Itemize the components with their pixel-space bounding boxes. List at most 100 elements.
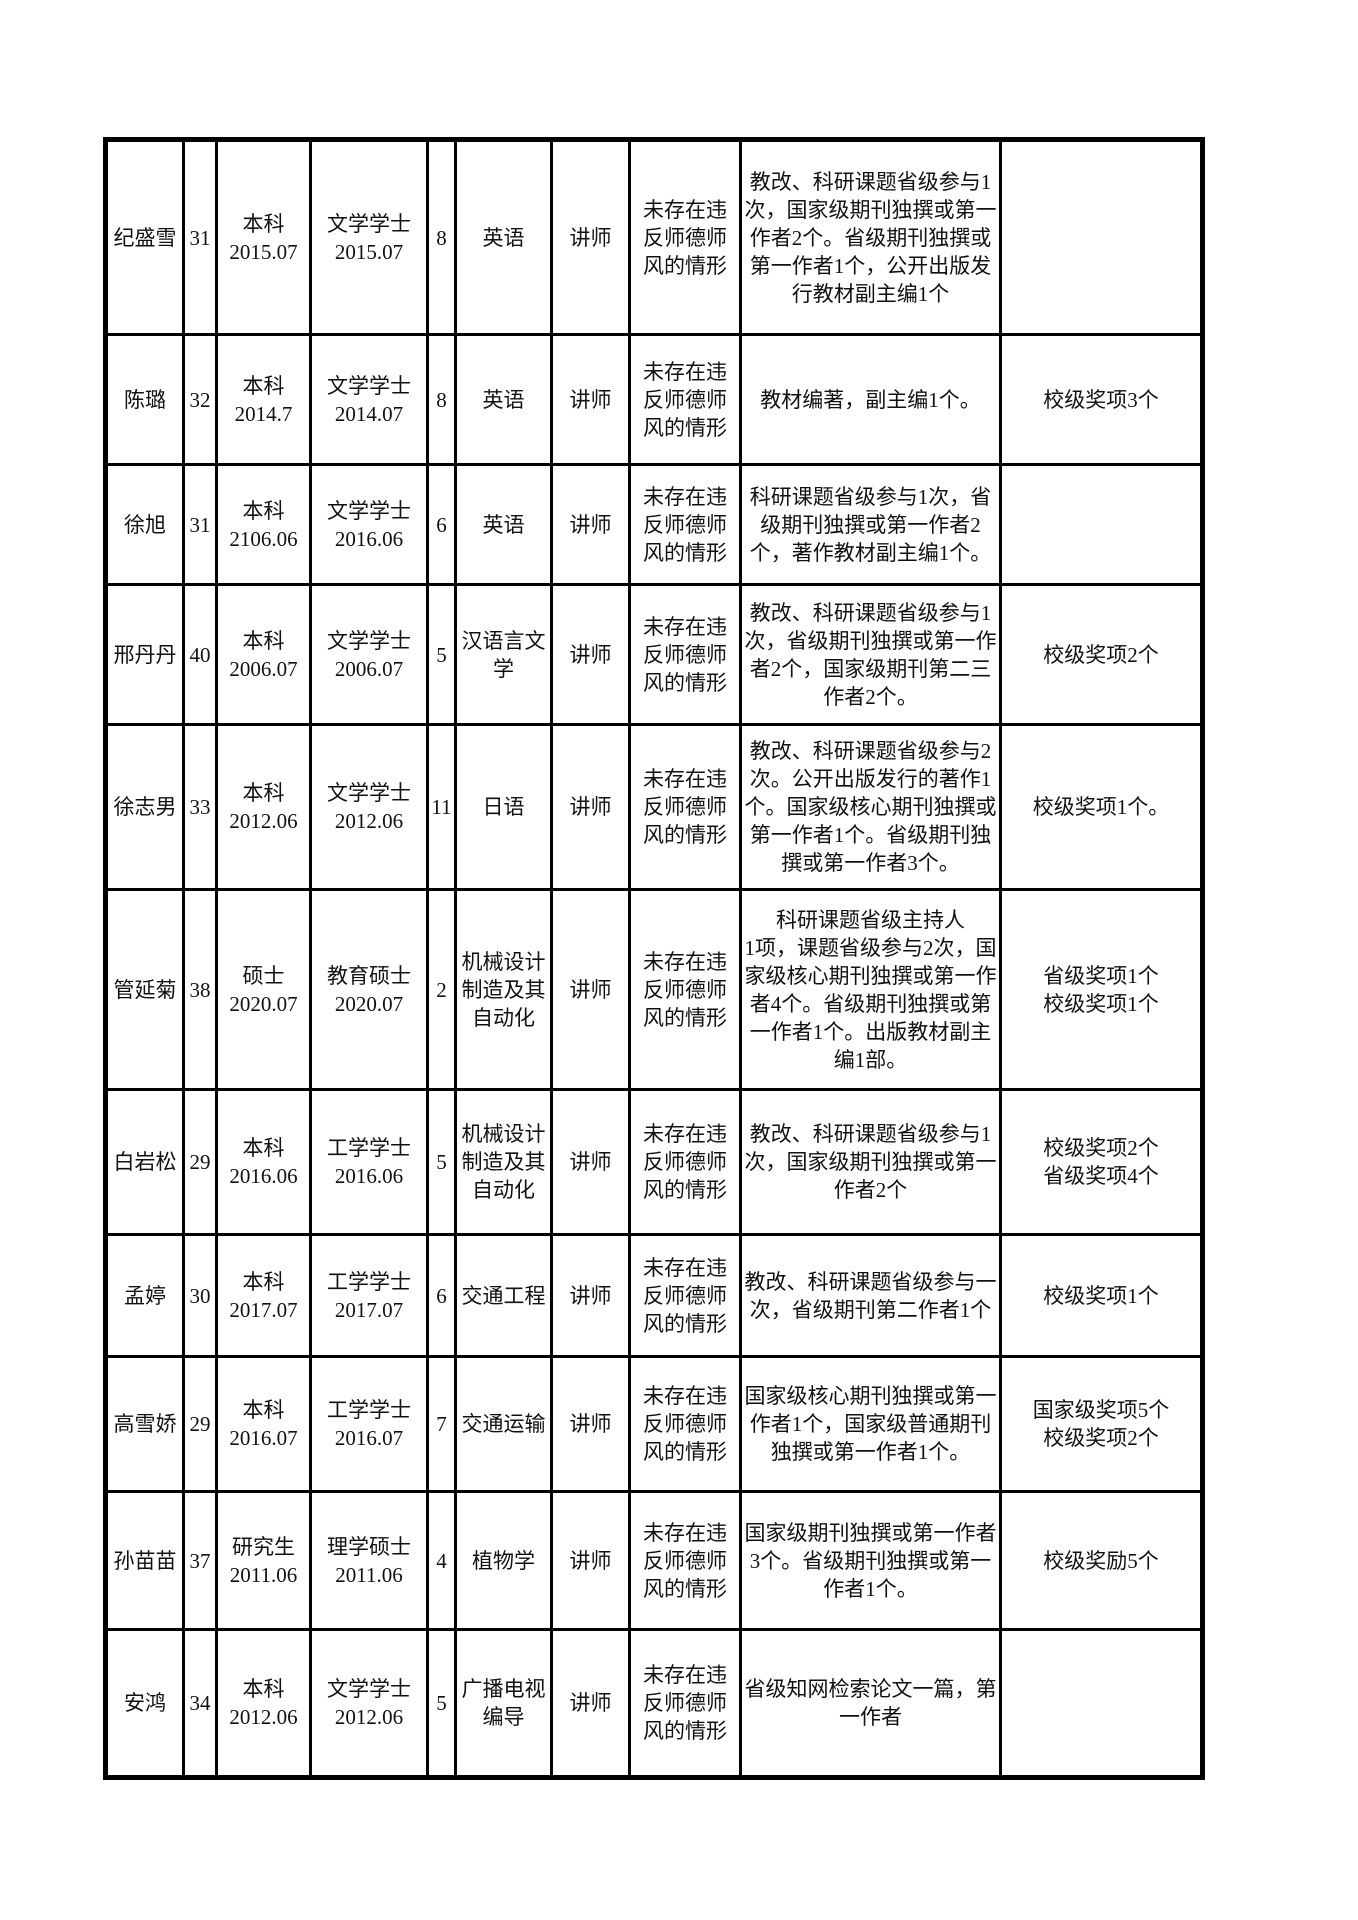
cell-degree: 文学学士 2015.07 <box>309 138 429 336</box>
cell-awards <box>999 463 1204 586</box>
cell-achievements: 国家级期刊独撰或第一作者3个。省级期刊独撰或第一作者1个。 <box>739 1490 1002 1631</box>
cell-years: 6 <box>426 1233 457 1358</box>
cell-name: 高雪娇 <box>104 1355 185 1493</box>
cell-ethics: 未存在违反师德师风的情形 <box>628 1490 742 1631</box>
cell-title: 讲师 <box>550 583 631 726</box>
cell-years: 4 <box>426 1490 457 1631</box>
cell-years: 7 <box>426 1355 457 1493</box>
cell-name: 管延菊 <box>104 888 185 1091</box>
cell-age: 33 <box>182 723 218 891</box>
cell-years: 2 <box>426 888 457 1091</box>
cell-achievements: 省级知网检索论文一篇，第一作者 <box>739 1628 1002 1779</box>
cell-major: 汉语言文学 <box>454 583 553 726</box>
cell-name: 孙苗苗 <box>104 1490 185 1631</box>
cell-name: 白岩松 <box>104 1088 185 1236</box>
cell-age: 31 <box>182 463 218 586</box>
cell-degree: 文学学士 2006.07 <box>309 583 429 726</box>
cell-age: 30 <box>182 1233 218 1358</box>
cell-degree: 工学学士 2016.07 <box>309 1355 429 1493</box>
cell-achievements: 科研课题省级参与1次，省级期刊独撰或第一作者2个，著作教材副主编1个。 <box>739 463 1002 586</box>
table-row: 徐志男 33 本科 2012.06 文学学士 2012.06 11 日语 讲师 未存在违反师德… <box>104 723 1204 891</box>
table-row: 邢丹丹 40 本科 2006.07 文学学士 2006.07 5 汉语言文学 讲师 未存在违反… <box>104 583 1204 726</box>
cell-degree: 工学学士 2016.06 <box>309 1088 429 1236</box>
cell-name: 邢丹丹 <box>104 583 185 726</box>
cell-awards <box>999 1628 1204 1779</box>
cell-education: 本科 2012.06 <box>215 723 312 891</box>
cell-major: 机械设计制造及其自动化 <box>454 888 553 1091</box>
cell-title: 讲师 <box>550 1355 631 1493</box>
cell-achievements: 教改、科研课题省级参与1次，国家级期刊独撰或第一作者2个 <box>739 1088 1002 1236</box>
cell-education: 本科 2012.06 <box>215 1628 312 1779</box>
cell-years: 5 <box>426 1088 457 1236</box>
cell-major: 日语 <box>454 723 553 891</box>
cell-awards <box>999 138 1204 336</box>
cell-age: 32 <box>182 333 218 466</box>
cell-awards: 校级奖项2个 省级奖项4个 <box>999 1088 1204 1236</box>
cell-title: 讲师 <box>550 138 631 336</box>
cell-major: 英语 <box>454 138 553 336</box>
cell-ethics: 未存在违反师德师风的情形 <box>628 463 742 586</box>
cell-ethics: 未存在违反师德师风的情形 <box>628 1088 742 1236</box>
cell-ethics: 未存在违反师德师风的情形 <box>628 723 742 891</box>
cell-ethics: 未存在违反师德师风的情形 <box>628 888 742 1091</box>
cell-achievements: 科研课题省级主持人 1项，课题省级参与2次，国家级核心期刊独撰或第一作者4个。省… <box>739 888 1002 1091</box>
cell-age: 38 <box>182 888 218 1091</box>
cell-education: 研究生 2011.06 <box>215 1490 312 1631</box>
cell-education: 本科 2015.07 <box>215 138 312 336</box>
cell-ethics: 未存在违反师德师风的情形 <box>628 138 742 336</box>
cell-degree: 文学学士 2016.06 <box>309 463 429 586</box>
cell-education: 本科 2006.07 <box>215 583 312 726</box>
cell-major: 植物学 <box>454 1490 553 1631</box>
cell-major: 交通运输 <box>454 1355 553 1493</box>
table-row: 孙苗苗 37 研究生 2011.06 理学硕士 2011.06 4 植物学 讲师 未存在违反师… <box>104 1490 1204 1631</box>
cell-title: 讲师 <box>550 463 631 586</box>
cell-title: 讲师 <box>550 1233 631 1358</box>
cell-achievements: 国家级核心期刊独撰或第一作者1个，国家级普通期刊独撰或第一作者1个。 <box>739 1355 1002 1493</box>
cell-degree: 理学硕士 2011.06 <box>309 1490 429 1631</box>
cell-years: 5 <box>426 583 457 726</box>
table-row: 孟婷 30 本科 2017.07 工学学士 2017.07 6 交通工程 讲师 未存在违反师德… <box>104 1233 1204 1358</box>
cell-awards: 校级奖项1个。 <box>999 723 1204 891</box>
cell-education: 本科 2016.07 <box>215 1355 312 1493</box>
table-row: 白岩松 29 本科 2016.06 工学学士 2016.06 5 机械设计制造及其自动化讲… <box>104 1088 1204 1236</box>
cell-name: 纪盛雪 <box>104 138 185 336</box>
cell-education: 本科 2017.07 <box>215 1233 312 1358</box>
teacher-qualification-table: 纪盛雪 31 本科 2015.07 文学学士 2015.07 8 英语 讲师 未存在违反师德师… <box>103 137 1205 1780</box>
table-row: 纪盛雪 31 本科 2015.07 文学学士 2015.07 8 英语 讲师 未存在违反师德师… <box>104 138 1204 336</box>
cell-degree: 教育硕士 2020.07 <box>309 888 429 1091</box>
cell-age: 29 <box>182 1088 218 1236</box>
cell-age: 29 <box>182 1355 218 1493</box>
cell-title: 讲师 <box>550 723 631 891</box>
cell-awards: 国家级奖项5个 校级奖项2个 <box>999 1355 1204 1493</box>
cell-name: 孟婷 <box>104 1233 185 1358</box>
cell-degree: 文学学士 2012.06 <box>309 1628 429 1779</box>
cell-achievements: 教材编著，副主编1个。 <box>739 333 1002 466</box>
cell-major: 机械设计制造及其自动化 <box>454 1088 553 1236</box>
cell-title: 讲师 <box>550 333 631 466</box>
cell-ethics: 未存在违反师德师风的情形 <box>628 1628 742 1779</box>
cell-ethics: 未存在违反师德师风的情形 <box>628 1233 742 1358</box>
cell-major: 英语 <box>454 463 553 586</box>
cell-education: 本科 2106.06 <box>215 463 312 586</box>
cell-title: 讲师 <box>550 1628 631 1779</box>
cell-title: 讲师 <box>550 888 631 1091</box>
cell-title: 讲师 <box>550 1088 631 1236</box>
cell-age: 31 <box>182 138 218 336</box>
table-row: 高雪娇 29 本科 2016.07 工学学士 2016.07 7 交通运输 讲师 未存在违反师… <box>104 1355 1204 1493</box>
cell-achievements: 教改、科研课题省级参与一次，省级期刊第二作者1个 <box>739 1233 1002 1358</box>
cell-major: 广播电视编导 <box>454 1628 553 1779</box>
cell-awards: 校级奖项3个 <box>999 333 1204 466</box>
cell-achievements: 教改、科研课题省级参与2次。公开出版发行的著作1个。国家级核心期刊独撰或第一作者… <box>739 723 1002 891</box>
cell-awards: 省级奖项1个 校级奖项1个 <box>999 888 1204 1091</box>
cell-years: 8 <box>426 138 457 336</box>
cell-awards: 校级奖项1个 <box>999 1233 1204 1358</box>
table-row: 安鸿 34 本科 2012.06 文学学士 2012.06 5 广播电视编导 讲师 未存在违反… <box>104 1628 1204 1779</box>
cell-name: 陈璐 <box>104 333 185 466</box>
cell-achievements: 教改、科研课题省级参与1次，国家级期刊独撰或第一作者2个。省级期刊独撰或第一作者… <box>739 138 1002 336</box>
cell-degree: 文学学士 2014.07 <box>309 333 429 466</box>
cell-major: 交通工程 <box>454 1233 553 1358</box>
cell-major: 英语 <box>454 333 553 466</box>
cell-name: 徐旭 <box>104 463 185 586</box>
table-row: 陈璐 32 本科 2014.7 文学学士 2014.07 8 英语 讲师 未存在违反师德师风的… <box>104 333 1204 466</box>
